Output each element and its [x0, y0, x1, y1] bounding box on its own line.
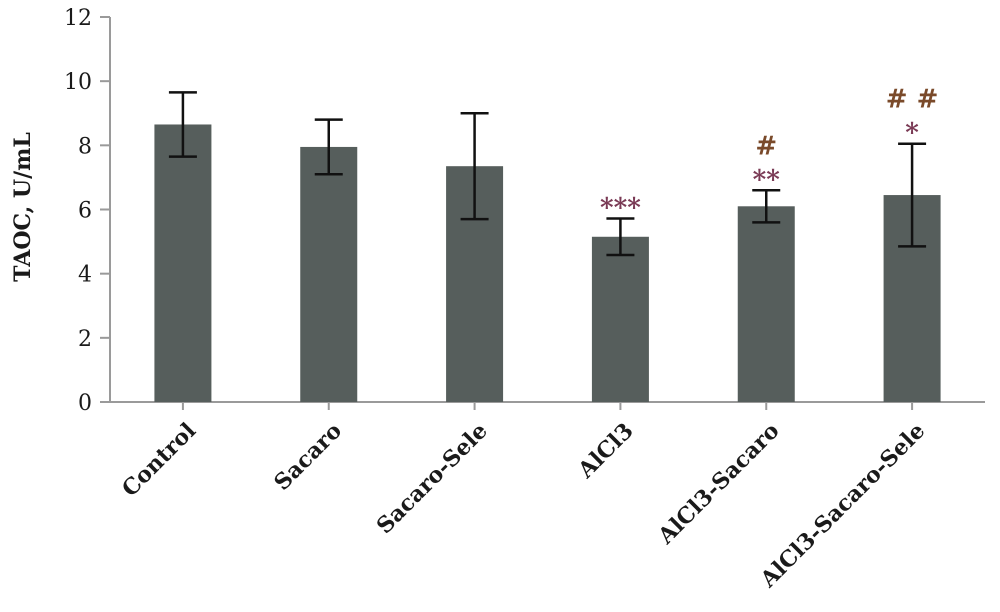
y-tick-label: 6 [78, 199, 92, 224]
x-tick-label: Sacaro [269, 418, 347, 496]
x-tick-label: AlCl3-Sacaro [652, 418, 784, 550]
bar [591, 236, 649, 402]
x-tick-label: AlCl3-Sacaro-Sele [755, 418, 930, 593]
y-tick-label: 12 [64, 6, 92, 31]
y-tick-label: 4 [78, 263, 92, 288]
x-tick-label: Sacaro-Sele [372, 418, 493, 539]
y-tick-label: 10 [64, 70, 92, 95]
x-tick-label: AlCl3 [572, 418, 638, 484]
y-tick-label: 8 [78, 134, 92, 159]
significance-hash: # [755, 131, 777, 161]
annotations: *****# *# # [600, 85, 938, 224]
x-tick-label: Control [117, 418, 201, 502]
bar [300, 146, 358, 402]
significance-stars: * [905, 119, 919, 149]
significance-stars: ** [753, 165, 781, 195]
bar [737, 206, 795, 402]
significance-hash: # # [886, 85, 939, 115]
y-tick-label: 0 [78, 391, 92, 416]
significance-stars: *** [600, 193, 641, 223]
error-bars [168, 91, 927, 257]
bars [154, 124, 941, 403]
y-axis-title: TAOC, U/mL [10, 132, 36, 282]
bar [154, 124, 212, 403]
y-tick-label: 2 [78, 327, 92, 352]
